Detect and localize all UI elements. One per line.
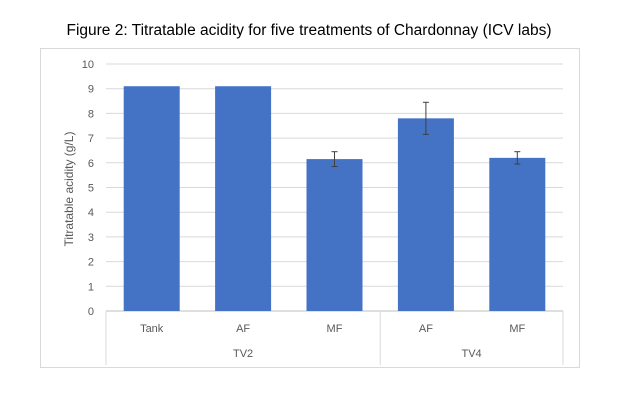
group-label: TV4	[462, 348, 482, 360]
bar	[306, 159, 363, 311]
y-tick-label: 0	[88, 306, 94, 318]
chart-title: Figure 2: Titratable acidity for five tr…	[66, 22, 552, 39]
y-tick-label: 9	[88, 84, 94, 96]
y-tick-label: 6	[88, 158, 94, 170]
bar	[123, 86, 180, 311]
x-tick-label: AF	[236, 323, 250, 335]
bar	[215, 86, 272, 311]
y-tick-label: 2	[88, 257, 94, 269]
x-tick-label: MF	[327, 323, 343, 335]
y-axis-label: Titratable acidity (g/L)	[62, 132, 76, 247]
y-tick-label: 5	[88, 183, 94, 195]
bar	[397, 118, 454, 311]
x-tick-label: MF	[509, 323, 525, 335]
y-tick-label: 4	[88, 207, 94, 219]
chart-frame	[40, 48, 580, 368]
y-tick-label: 7	[88, 133, 94, 145]
x-tick-label: Tank	[140, 323, 164, 335]
bar	[489, 157, 546, 311]
y-tick-label: 8	[88, 108, 94, 120]
y-tick-label: 3	[88, 232, 94, 244]
group-label: TV2	[233, 348, 253, 360]
x-tick-label: AF	[419, 323, 433, 335]
y-tick-label: 10	[82, 59, 94, 71]
y-tick-label: 1	[88, 281, 94, 293]
